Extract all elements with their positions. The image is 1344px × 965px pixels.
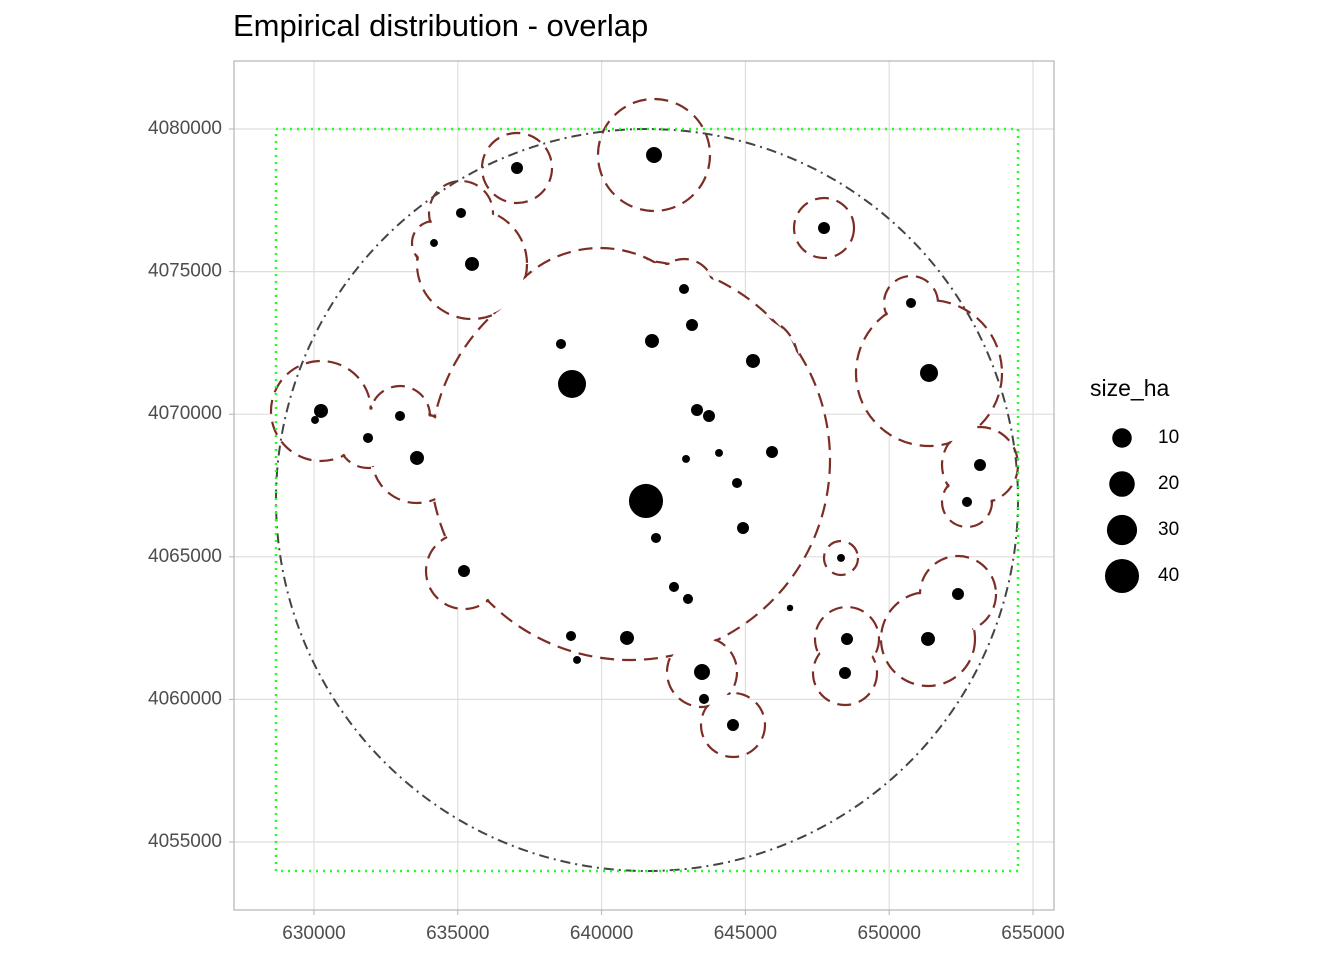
x-tick-label: 650000 [858, 923, 921, 944]
point [394, 410, 406, 421]
point [650, 532, 662, 543]
point [363, 432, 374, 444]
y-tick-label: 4080000 [148, 118, 222, 139]
point [921, 631, 935, 646]
point [698, 693, 710, 704]
point [465, 256, 479, 271]
point [694, 663, 710, 680]
legend-key [1104, 558, 1140, 594]
point [565, 630, 577, 641]
point [715, 449, 723, 457]
point [691, 403, 703, 416]
point [786, 604, 794, 612]
legend-label: 10 [1158, 427, 1179, 448]
y-tick-label: 4055000 [148, 831, 222, 852]
x-tick-label: 655000 [1001, 923, 1064, 944]
point [628, 483, 664, 519]
point [668, 581, 680, 592]
y-tick-label: 4060000 [148, 688, 222, 709]
legend-label: 20 [1158, 473, 1179, 494]
legend-key [1106, 514, 1138, 546]
y-tick-label: 4075000 [148, 261, 222, 282]
point [731, 477, 743, 488]
y-tick-label: 4070000 [148, 403, 222, 424]
point [573, 656, 581, 664]
point [646, 147, 662, 163]
legend-title: size_ha [1090, 375, 1169, 401]
point [555, 338, 567, 350]
point [682, 455, 690, 463]
point [511, 161, 523, 174]
study-extent [274, 127, 1020, 873]
point [620, 630, 634, 645]
x-tick-label: 645000 [714, 923, 777, 944]
point [839, 666, 851, 679]
legend-label: 30 [1158, 519, 1179, 540]
point [311, 416, 319, 424]
point [682, 593, 694, 604]
point [558, 369, 587, 398]
point [974, 458, 986, 471]
point [678, 283, 690, 295]
point [430, 239, 438, 247]
point [458, 564, 470, 577]
point [920, 363, 939, 382]
panel-border [233, 60, 1055, 911]
point [905, 297, 917, 308]
point [952, 587, 964, 600]
point [410, 450, 424, 465]
y-tick-label: 4065000 [148, 546, 222, 567]
point [837, 554, 845, 562]
point [840, 632, 853, 645]
x-tick-label: 635000 [426, 923, 489, 944]
x-tick-label: 640000 [570, 923, 633, 944]
point [766, 446, 778, 458]
point [703, 409, 715, 422]
chart-title: Empirical distribution - overlap [233, 8, 648, 43]
point [314, 403, 328, 418]
x-tick-label: 630000 [282, 923, 345, 944]
point [726, 718, 739, 731]
point [686, 318, 698, 331]
point [746, 353, 760, 368]
point [645, 334, 659, 348]
point [961, 496, 973, 507]
point [455, 207, 467, 219]
legend-key [1112, 428, 1132, 448]
legend-label: 40 [1158, 565, 1179, 586]
legend-key [1109, 471, 1135, 497]
point [818, 221, 830, 234]
point [737, 521, 750, 534]
